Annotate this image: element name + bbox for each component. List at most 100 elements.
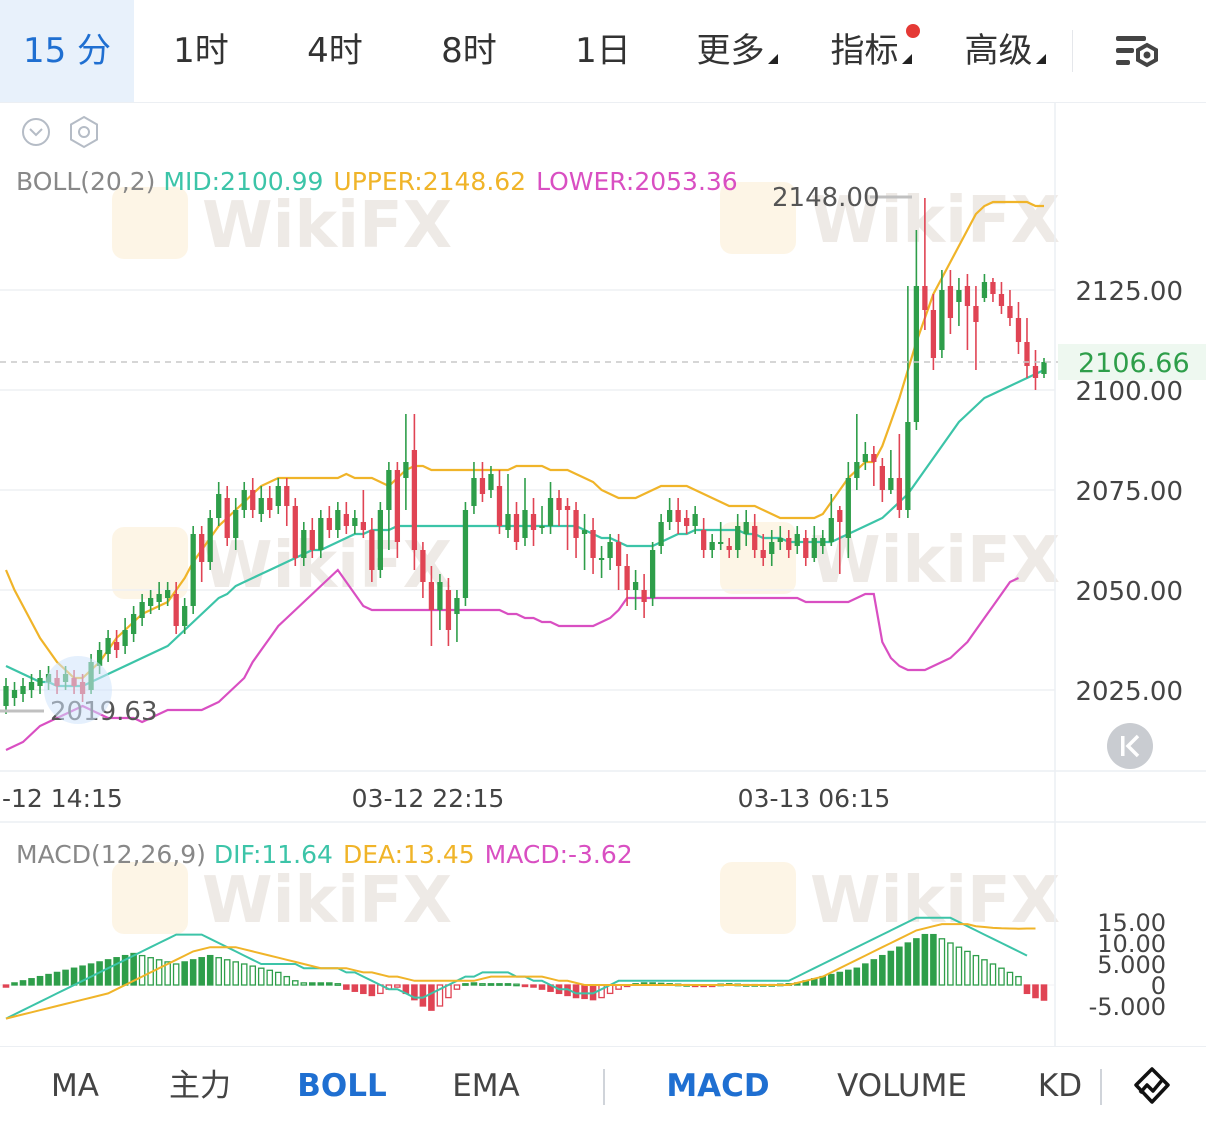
candle [360, 490, 366, 538]
candle-body [913, 286, 920, 422]
tab-indicators[interactable]: 指标 [804, 0, 938, 102]
watermark-logo [720, 182, 796, 254]
candle [437, 574, 443, 630]
macd-bar [317, 982, 325, 986]
tab-1h[interactable]: 1时 [173, 31, 229, 71]
macd-bar [274, 971, 282, 986]
candle-body [113, 642, 120, 650]
indicator-tabs: MA 主力 BOLL EMA MACD VOLUME KD [0, 1046, 1206, 1126]
tab-8h[interactable]: 8时 [441, 31, 497, 71]
tab-macd[interactable]: MACD [666, 1068, 770, 1104]
candle-body [692, 514, 698, 526]
candle-body [343, 514, 349, 526]
divider [1072, 30, 1073, 72]
macd-bar [283, 975, 291, 986]
candle [879, 458, 885, 502]
candle [547, 482, 554, 534]
candle [343, 502, 349, 534]
candle-body [879, 466, 885, 490]
candle-body [462, 510, 469, 598]
candle [301, 522, 307, 566]
drawing-tool-icon[interactable] [1132, 1066, 1172, 1106]
candle-body [139, 602, 145, 618]
candle [973, 286, 979, 370]
candle [445, 578, 452, 646]
boll-lower-value: LOWER:2053.36 [536, 167, 738, 196]
tab-boll[interactable]: BOLL [297, 1068, 387, 1104]
candle [1041, 358, 1047, 378]
macd-bar [1032, 984, 1039, 999]
macd-bar [343, 984, 350, 990]
candle [1032, 350, 1039, 390]
macd-axis-label: 15.00 [1097, 909, 1166, 937]
candle [173, 582, 179, 634]
candle-body [981, 282, 988, 298]
candle-body [726, 546, 732, 550]
candle [718, 522, 724, 550]
macd-bar [496, 983, 503, 986]
tab-more[interactable]: 更多 [670, 0, 804, 102]
divider [1100, 1069, 1102, 1105]
candle-body [105, 638, 111, 654]
candle [581, 514, 588, 570]
candle [905, 286, 911, 518]
candle-body [352, 518, 358, 526]
macd-bar [879, 954, 886, 986]
macd-bar [1006, 971, 1014, 986]
candle [37, 670, 43, 694]
candle-body [947, 286, 954, 318]
watermark-text: WikiFX [810, 864, 1060, 938]
macd-bar [887, 950, 895, 986]
tab-ema[interactable]: EMA [452, 1068, 520, 1104]
collapse-icon[interactable] [22, 118, 50, 146]
tab-main-force[interactable]: 主力 [169, 1068, 231, 1104]
candle-body [828, 518, 834, 542]
candle-body [1015, 318, 1022, 342]
tab-kd[interactable]: KD [1037, 1068, 1083, 1104]
candle [190, 526, 196, 614]
candle-body [1032, 366, 1039, 378]
macd-bar [266, 969, 274, 986]
chart-settings-icon[interactable] [1110, 28, 1162, 76]
candle-body [769, 542, 775, 554]
macd-bar [479, 983, 486, 986]
macd-bar [45, 973, 52, 986]
tab-1d[interactable]: 1日 [575, 31, 631, 71]
macd-bar [955, 946, 963, 986]
tab-15min[interactable]: 15 分 [0, 0, 134, 102]
candle-body [675, 510, 681, 522]
candle [632, 570, 639, 610]
candle-body [598, 558, 605, 560]
macd-bar [164, 961, 171, 986]
boll-mid-value: MID:2100.99 [163, 167, 323, 196]
tab-volume[interactable]: VOLUME [837, 1068, 967, 1104]
candle-body [437, 582, 443, 610]
candle [624, 554, 630, 606]
candle-body [743, 522, 749, 534]
candle-body [309, 530, 315, 550]
candle [267, 486, 273, 518]
watermark-logo [112, 862, 188, 934]
candle [148, 590, 154, 614]
candle [122, 618, 128, 654]
macd-bar [172, 963, 180, 986]
candle-body [377, 510, 383, 570]
candle [250, 478, 256, 518]
crosshair-marker[interactable] [44, 656, 112, 724]
macd-bar [11, 982, 18, 986]
tab-ma[interactable]: MA [51, 1068, 99, 1104]
tab-4h[interactable]: 4时 [307, 31, 363, 71]
candle [692, 506, 698, 534]
candle-body [888, 478, 894, 490]
price-axis-label: 2025.00 [1075, 677, 1183, 707]
candle [216, 482, 222, 526]
candle [701, 518, 707, 558]
watermark-logo [720, 862, 796, 934]
rewind-left-icon[interactable] [1107, 723, 1153, 769]
timeframe-tabs: 15 分 1时 4时 8时 1日 更多 指标 高级 [0, 0, 1206, 103]
tab-advanced[interactable]: 高级 [938, 0, 1072, 102]
candle-body [786, 538, 792, 550]
candle-body [590, 530, 596, 558]
hexagon-gear-icon[interactable] [70, 115, 98, 149]
